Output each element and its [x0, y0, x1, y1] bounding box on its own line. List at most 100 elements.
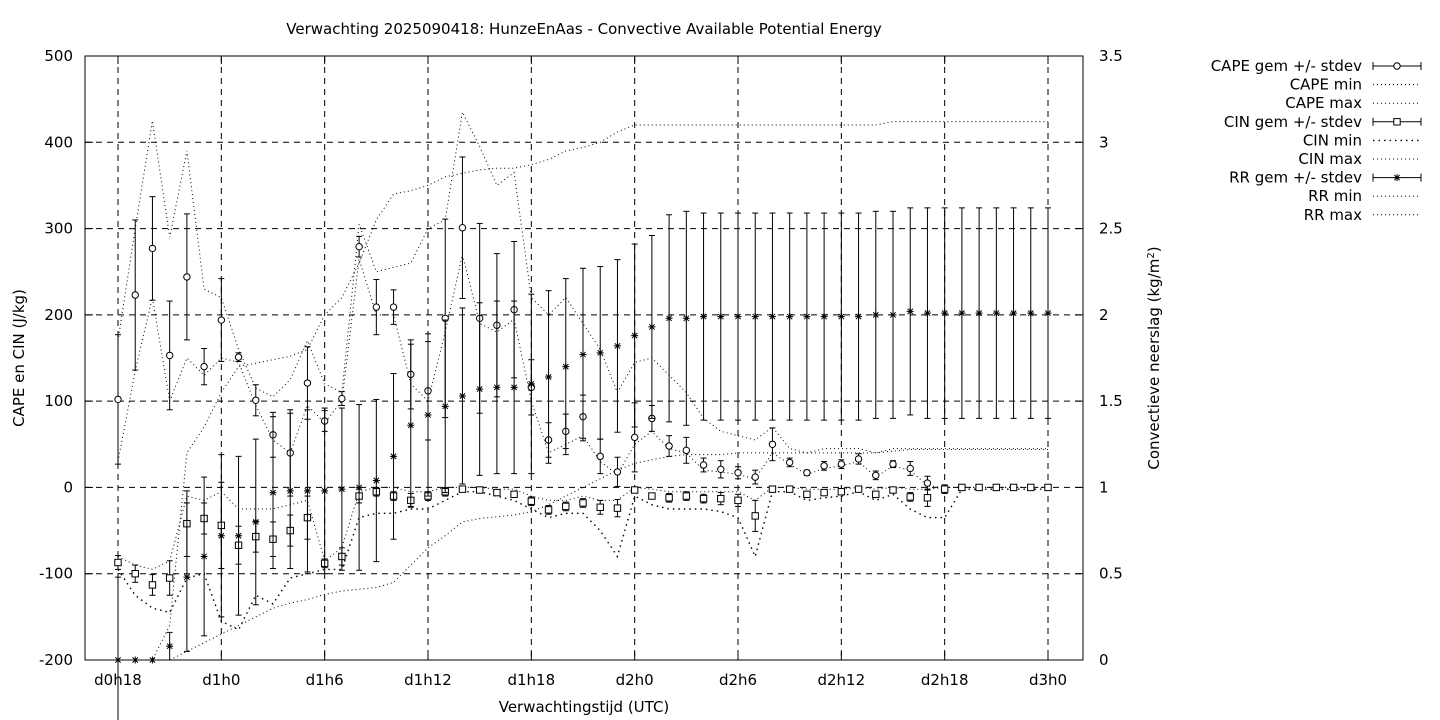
data-point — [131, 570, 139, 578]
data-point — [252, 518, 260, 526]
data-point — [562, 502, 570, 511]
axes: d0h18 d1h0 d1h6 d1h12 d1h18 d2h0 d2h6 d2h12 d2h1… — [39, 47, 1123, 689]
legend-label: RR max — [1304, 206, 1362, 224]
plot-frame — [84, 55, 1084, 661]
data-point — [923, 494, 932, 502]
data-point — [630, 486, 639, 494]
data-point — [613, 468, 622, 476]
chart-title: Verwachting 2025090418: HunzeEnAas - Con… — [286, 20, 882, 38]
series-line — [118, 449, 1048, 661]
data-point — [183, 573, 191, 581]
data-point — [579, 499, 587, 507]
data-point — [854, 485, 863, 493]
data-point — [837, 313, 845, 321]
y2-tick-label: 2 — [1099, 306, 1109, 324]
data-point — [1027, 483, 1035, 492]
data-point — [803, 469, 811, 477]
data-point — [665, 314, 673, 322]
data-point — [872, 490, 880, 499]
series-line — [117, 488, 1048, 631]
data-point — [165, 351, 174, 360]
data-point — [407, 421, 415, 429]
y-tick-label: 400 — [44, 133, 73, 151]
legend-entry: RR max — [1304, 206, 1421, 224]
data-point — [252, 396, 260, 404]
data-point — [958, 483, 966, 492]
data-point — [545, 373, 553, 381]
data-point — [613, 342, 621, 350]
legend-entry: CAPE gem +/- stdev — [1211, 57, 1422, 75]
y-tick-label: 0 — [63, 478, 73, 496]
data-point — [183, 273, 191, 281]
y-axis-label: CAPE en CIN (J/kg) — [10, 289, 28, 427]
data-point — [906, 307, 914, 315]
data-point — [510, 490, 518, 499]
data-point — [665, 442, 673, 450]
legend-entry: CIN gem +/- stdev — [1224, 113, 1422, 131]
data-point — [458, 224, 467, 232]
data-point — [699, 494, 708, 503]
data-point — [786, 313, 794, 321]
data-point — [854, 455, 863, 463]
data-point — [820, 462, 828, 470]
data-point — [872, 471, 880, 480]
data-point — [941, 309, 949, 317]
grid — [85, 56, 1083, 660]
data-point — [803, 313, 811, 321]
data-point — [114, 558, 122, 567]
x-tick-label: d1h18 — [507, 671, 555, 689]
x-tick-label: d1h6 — [306, 671, 344, 689]
legend-entry: RR min — [1308, 187, 1421, 205]
legend-label: CIN gem +/- stdev — [1224, 113, 1362, 131]
data-point — [734, 496, 742, 505]
data-point — [596, 349, 604, 357]
data-point — [596, 452, 604, 461]
data-point — [527, 380, 535, 388]
data-point — [717, 494, 725, 503]
y2-tick-label: 1 — [1099, 478, 1109, 496]
x-tick-label: d2h0 — [616, 671, 654, 689]
legend-entry: CAPE max — [1285, 94, 1421, 112]
data-point — [734, 469, 742, 477]
y2-tick-label: 1.5 — [1099, 392, 1123, 410]
data-point — [424, 411, 432, 419]
data-point — [958, 309, 966, 317]
x-axis-label: Verwachtingstijd (UTC) — [499, 698, 670, 716]
y2-axis-label: Convectieve neerslag (kg/m2) — [1145, 246, 1163, 469]
data-point — [475, 486, 484, 494]
data-point — [975, 483, 983, 492]
data-point — [648, 492, 656, 500]
data-point — [682, 492, 691, 500]
data-point — [355, 483, 363, 491]
data-point — [1044, 483, 1052, 492]
data-point — [631, 332, 639, 340]
x-tick-label: d2h6 — [719, 671, 757, 689]
data-point — [235, 532, 243, 540]
data-point — [682, 314, 690, 322]
data-point — [148, 581, 157, 589]
legend-entry: CIN min — [1303, 131, 1421, 149]
data-point — [1010, 309, 1018, 317]
data-point — [785, 458, 794, 467]
y2-tick-label: 3.5 — [1099, 47, 1123, 65]
data-point — [751, 473, 759, 481]
x-tick-label: d0h18 — [94, 671, 142, 689]
data-point — [234, 353, 243, 361]
y2-axis-label-end: ) — [1145, 246, 1163, 252]
legend-entry: CIN max — [1298, 150, 1421, 168]
legend-entry: RR gem +/- stdev — [1229, 169, 1422, 187]
data-point — [1009, 483, 1018, 492]
data-point — [562, 363, 570, 371]
data-point — [906, 464, 914, 473]
data-point — [355, 242, 363, 251]
data-point — [1044, 309, 1052, 317]
data-point — [114, 395, 122, 404]
data-point — [923, 309, 931, 317]
data-point — [303, 379, 312, 387]
data-point — [510, 383, 518, 391]
y-tick-label: 100 — [44, 392, 73, 410]
data-point — [700, 313, 708, 321]
y2-axis-label-base: Convectieve neerslag (kg/m — [1145, 259, 1163, 470]
data-point — [1393, 174, 1401, 182]
data-point — [837, 488, 846, 496]
